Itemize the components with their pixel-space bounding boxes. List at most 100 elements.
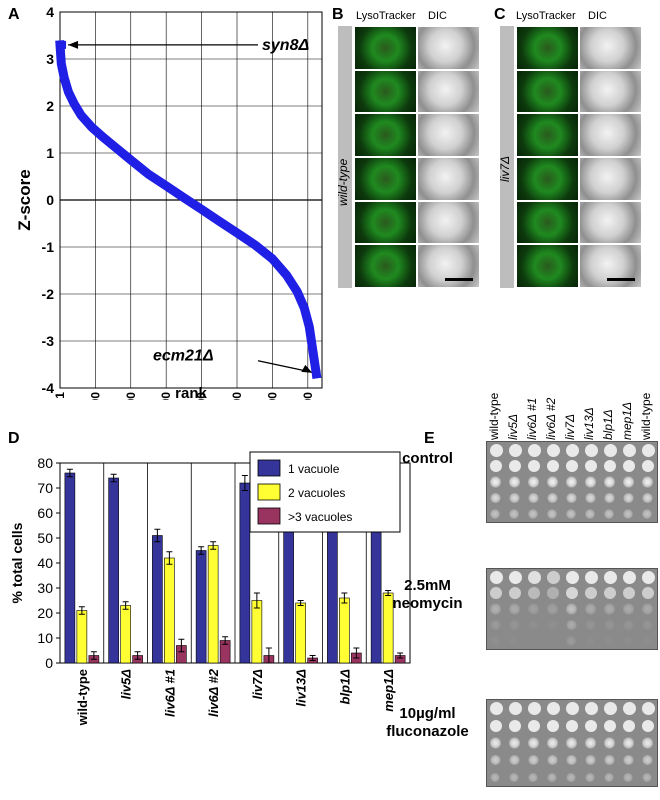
lysotracker-image xyxy=(516,113,579,157)
yeast-spot xyxy=(566,737,578,749)
ecm21-arrow-line xyxy=(257,360,311,373)
syn8-point xyxy=(58,40,67,49)
yeast-spot xyxy=(585,619,596,631)
yeast-spot xyxy=(585,459,598,473)
yeast-spot xyxy=(490,603,502,615)
yeast-spot xyxy=(528,459,541,473)
spot-strain-label: wild-type xyxy=(639,392,653,440)
yeast-spot xyxy=(509,737,521,749)
bar xyxy=(76,610,88,664)
yeast-spot xyxy=(490,459,503,473)
yeast-spot xyxy=(604,459,617,473)
x-axis-label: rank xyxy=(175,385,207,400)
panel-letter-a: A xyxy=(8,6,20,23)
panel-c-dic-header: DIC xyxy=(588,10,607,22)
yeast-spot xyxy=(623,603,635,615)
yeast-spot xyxy=(528,509,538,519)
x-tick-label: 1000 xyxy=(124,392,138,400)
category-label: liv7Δ xyxy=(250,669,265,700)
panel-b-micrograph-grid xyxy=(354,26,480,288)
y-tick-label: -1 xyxy=(42,239,55,255)
y-tick-label: -3 xyxy=(42,333,55,349)
yeast-spot xyxy=(585,603,597,615)
yeast-spot xyxy=(547,719,560,732)
yeast-spot xyxy=(509,459,522,473)
condition-label-fluconazole: 10µg/ml fluconazole xyxy=(380,705,475,741)
y-axis-label: % total cells xyxy=(9,522,25,603)
yeast-spot xyxy=(547,492,558,504)
yeast-spot xyxy=(642,586,655,600)
yeast-spot xyxy=(509,492,520,504)
yeast-spot xyxy=(623,754,634,766)
yeast-spot xyxy=(623,509,633,519)
yeast-spot xyxy=(642,719,655,732)
yeast-spot xyxy=(509,719,522,732)
yeast-spot xyxy=(490,509,500,519)
category-label: blp1Δ xyxy=(337,669,352,705)
yeast-spot xyxy=(642,492,653,504)
yeast-spot xyxy=(566,443,579,457)
yeast-spot xyxy=(604,737,616,749)
x-tick-label: 500 xyxy=(88,392,102,400)
yeast-spot xyxy=(623,492,634,504)
category-label: liv6Δ #2 xyxy=(206,668,221,717)
ecm21-annotation: ecm21Δ xyxy=(153,348,214,365)
legend-swatch xyxy=(257,459,281,477)
yeast-spot xyxy=(623,719,636,732)
yeast-spot xyxy=(547,737,559,749)
yeast-spot xyxy=(547,754,558,766)
lysotracker-image xyxy=(354,113,417,157)
category-label: liv6Δ #1 xyxy=(162,669,177,717)
yeast-spot xyxy=(585,492,596,504)
yeast-spot xyxy=(585,636,595,646)
spot-strain-label: liv6Δ #1 xyxy=(525,397,539,440)
yeast-spot xyxy=(509,509,519,519)
lysotracker-image xyxy=(516,244,579,288)
yeast-spot xyxy=(509,619,520,631)
yeast-spot xyxy=(604,619,615,631)
yeast-spot xyxy=(509,603,521,615)
bar xyxy=(64,472,76,664)
yeast-spot xyxy=(585,702,598,716)
yeast-spot xyxy=(566,619,577,631)
panel-b-dic-header: DIC xyxy=(428,10,447,22)
lysotracker-image xyxy=(516,157,579,201)
dic-image xyxy=(579,200,642,245)
y-tick-label: 50 xyxy=(37,530,53,546)
yeast-spot xyxy=(604,719,617,732)
condition-control-line1: control xyxy=(402,450,453,467)
dic-image xyxy=(579,244,642,288)
legend-label: >3 vacuoles xyxy=(288,510,352,524)
yeast-spot xyxy=(566,719,579,732)
y-axis-label: Z-score xyxy=(15,169,34,230)
spot-strain-label: liv5Δ xyxy=(506,413,520,440)
yeast-spot xyxy=(528,476,540,488)
lysotracker-image xyxy=(516,26,579,70)
yeast-spot xyxy=(528,443,541,457)
y-tick-label: 0 xyxy=(46,192,54,208)
lysotracker-image xyxy=(516,69,579,114)
panel-c-micrograph-grid xyxy=(516,26,642,288)
yeast-spot xyxy=(490,772,500,783)
yeast-spot xyxy=(623,586,636,600)
yeast-spot xyxy=(547,772,557,783)
yeast-spot xyxy=(585,509,595,519)
y-tick-label: 3 xyxy=(46,51,54,67)
yeast-spot xyxy=(604,772,614,783)
yeast-spot xyxy=(528,492,539,504)
x-tick-label: 3500 xyxy=(301,392,315,400)
yeast-spot xyxy=(528,586,541,600)
bar xyxy=(152,535,163,664)
y-tick-label: 80 xyxy=(37,455,53,471)
scale-bar xyxy=(607,278,635,281)
yeast-spot xyxy=(642,570,655,584)
yeast-spot xyxy=(509,702,522,716)
y-tick-label: 1 xyxy=(46,145,54,161)
bar xyxy=(195,550,207,664)
yeast-spot xyxy=(547,459,560,473)
dic-image xyxy=(579,113,642,157)
y-tick-label: 60 xyxy=(37,505,53,521)
category-label: liv5Δ xyxy=(119,669,134,700)
yeast-spot xyxy=(528,702,541,716)
zscore-curve xyxy=(55,40,322,380)
